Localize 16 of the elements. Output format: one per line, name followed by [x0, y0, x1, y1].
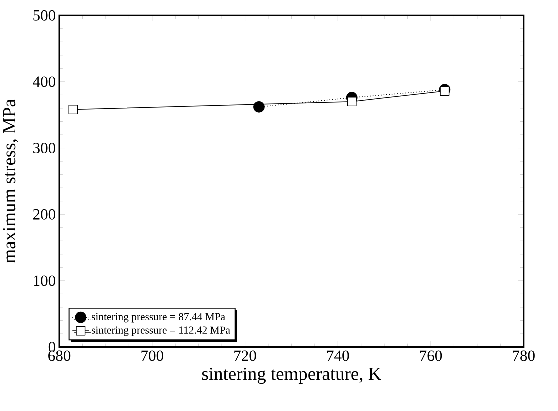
- x-tick-label: 720: [234, 350, 256, 362]
- x-axis-title: sintering temperature, K: [202, 368, 382, 384]
- y-tick-label: 200: [33, 210, 56, 220]
- x-tick-label: 740: [327, 350, 350, 362]
- y-tick-label: 100: [34, 276, 56, 286]
- legend-label: sintering pressure = 112.42 MPa: [92, 326, 230, 336]
- x-tick-label: 700: [142, 350, 164, 362]
- y-tick-label: 0: [48, 342, 56, 353]
- x-tick-label: 760: [420, 350, 442, 362]
- x-tick-label: 780: [513, 350, 535, 362]
- y-tick-label: 300: [34, 143, 56, 154]
- y-tick-label: 500: [34, 10, 56, 22]
- y-axis-title: maximum stress, MPa: [3, 100, 18, 264]
- legend-label: sintering pressure = 87.44 MPa: [92, 313, 226, 323]
- x-tick-label: 680: [48, 350, 71, 362]
- y-tick-label: 400: [33, 76, 56, 88]
